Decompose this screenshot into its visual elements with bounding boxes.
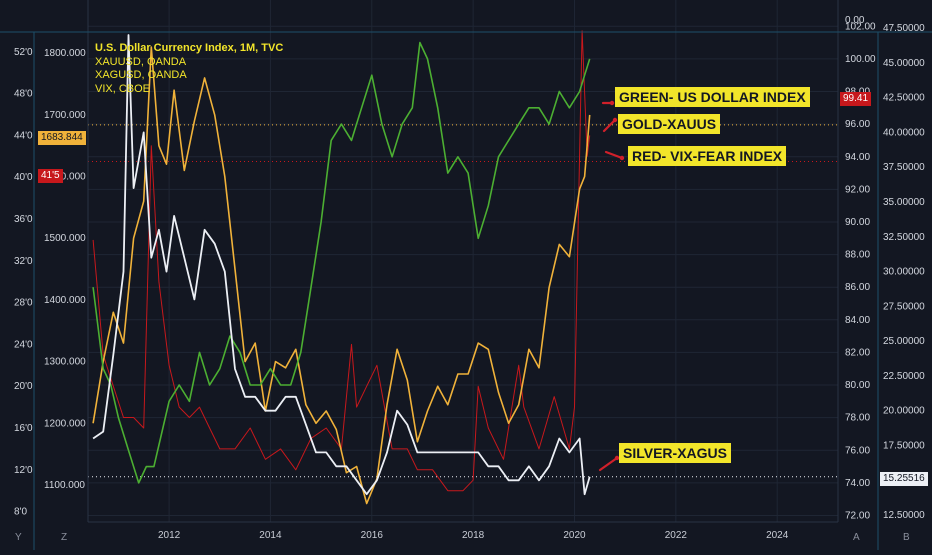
dxy-tick-label: 84.00	[845, 315, 870, 326]
silver-tick-label: 45.00000	[883, 58, 925, 69]
dxy-tick-label: 78.00	[845, 413, 870, 424]
vix-tick-label: 20'0	[14, 381, 33, 392]
vix-series-line	[92, 30, 591, 492]
dxy-tick-label: 86.00	[845, 282, 870, 293]
silver-tick-label: 12.50000	[883, 510, 925, 521]
vix-tick-label: 28'0	[14, 298, 33, 309]
annotation-silver: SILVER-XAGUS	[619, 443, 731, 463]
annotation-arrow	[602, 118, 617, 133]
annotation-arrows	[598, 100, 625, 472]
gold-tick-label: 1600.000	[44, 172, 86, 183]
dxy-series-line	[92, 41, 591, 484]
gold-series-line	[92, 46, 591, 505]
footer-button-b[interactable]: B	[903, 532, 910, 543]
gold-tick-label: 1100.000	[44, 480, 85, 491]
legend-item-gold: XAUUSD, OANDA	[95, 55, 187, 68]
gold-tick-label: 1700.000	[44, 110, 86, 121]
dxy-tick-label: 88.00	[845, 250, 870, 261]
dxy-tick-label: 82.00	[845, 347, 870, 358]
silver-tick-label: 37.50000	[883, 162, 925, 173]
annotation-arrow-head	[614, 455, 620, 461]
last-value-silver: 15.25516	[880, 472, 928, 486]
last-value-vix: 41'5	[38, 169, 63, 183]
vix-tick-label: 16'0	[14, 423, 33, 434]
vix-tick-label: 52'0	[14, 47, 33, 58]
gold-tick-label: 1400.000	[44, 295, 86, 306]
series-lines	[92, 30, 591, 505]
silver-tick-label: 22.50000	[883, 371, 925, 382]
vix-tick-label: 24'0	[14, 339, 33, 350]
annotation-arrow-head	[612, 117, 618, 123]
axis-tick-labels: 2012 2014 2016 2018 2020 2022 2024 8'0 12'0 16'0 2…	[14, 15, 925, 541]
vix-tick-label: 40'0	[14, 172, 33, 183]
annotation-vix: RED- VIX-FEAR INDEX	[628, 146, 787, 166]
x-tick-label: 2022	[665, 530, 688, 541]
silver-tick-label: 27.50000	[883, 301, 925, 312]
annotation-arrow-head	[609, 100, 615, 106]
silver-tick-label: 42.50000	[883, 93, 925, 104]
vix-tick-label: 44'0	[14, 130, 33, 141]
silver-tick-label: 47.50000	[883, 23, 925, 34]
footer-button-y[interactable]: Y	[15, 532, 22, 543]
dxy-tick-label: 90.00	[845, 217, 870, 228]
silver-tick-label: 17.50000	[883, 440, 925, 451]
gold-tick-label: 1500.000	[44, 233, 86, 244]
gold-tick-label: 1800.000	[44, 48, 86, 59]
footer-button-z[interactable]: Z	[61, 532, 68, 543]
vix-tick-label: 8'0	[14, 507, 27, 518]
dxy-tick-label: 0.00	[845, 15, 865, 26]
silver-tick-label: 30.00000	[883, 267, 925, 278]
gold-tick-label: 1300.000	[44, 357, 86, 368]
legend-item-vix: VIX, CBOE	[95, 82, 151, 95]
annotation-arrow	[604, 150, 624, 160]
legend-item-dxy: U.S. Dollar Currency Index, 1M, TVC	[95, 42, 284, 54]
dxy-tick-label: 72.00	[845, 510, 870, 521]
legend-item-silver: XAGUSD, OANDA	[95, 69, 187, 81]
vix-tick-label: 32'0	[14, 256, 33, 267]
annotation-gold: GOLD-XAUUS	[618, 114, 721, 134]
dxy-tick-label: 80.00	[845, 380, 870, 391]
vix-tick-label: 48'0	[14, 89, 33, 100]
x-tick-label: 2012	[158, 530, 181, 541]
x-tick-label: 2020	[563, 530, 586, 541]
vix-tick-label: 36'0	[14, 214, 33, 225]
dxy-tick-label: 100.00	[845, 54, 876, 65]
x-tick-label: 2016	[361, 530, 384, 541]
dxy-tick-label: 76.00	[845, 445, 870, 456]
silver-series-line	[92, 34, 591, 496]
silver-tick-label: 35.00000	[883, 197, 925, 208]
chart-legend: U.S. Dollar Currency Index, 1M, TVC XAUU…	[95, 42, 283, 96]
silver-tick-label: 25.00000	[883, 336, 925, 347]
dxy-tick-label: 96.00	[845, 119, 870, 130]
x-tick-label: 2018	[462, 530, 485, 541]
silver-tick-label: 32.50000	[883, 232, 925, 243]
vix-tick-label: 12'0	[14, 465, 33, 476]
silver-tick-label: 20.00000	[883, 406, 925, 417]
last-value-dxy: 99.41	[840, 92, 872, 106]
dxy-tick-label: 92.00	[845, 184, 870, 195]
gold-tick-label: 1200.000	[44, 418, 86, 429]
annotation-dollar-index: GREEN- US DOLLAR INDEX	[615, 87, 810, 107]
footer-button-a[interactable]: A	[853, 532, 860, 543]
last-value-gold: 1683.844	[38, 131, 86, 145]
dxy-tick-label: 102.00	[845, 21, 876, 32]
x-tick-label: 2014	[259, 530, 282, 541]
dxy-tick-label: 94.00	[845, 152, 870, 163]
x-tick-label: 2024	[766, 530, 789, 541]
silver-tick-label: 40.00000	[883, 127, 925, 138]
dxy-tick-label: 74.00	[845, 478, 870, 489]
annotation-arrow	[598, 456, 619, 472]
annotation-arrow-head	[619, 155, 625, 161]
